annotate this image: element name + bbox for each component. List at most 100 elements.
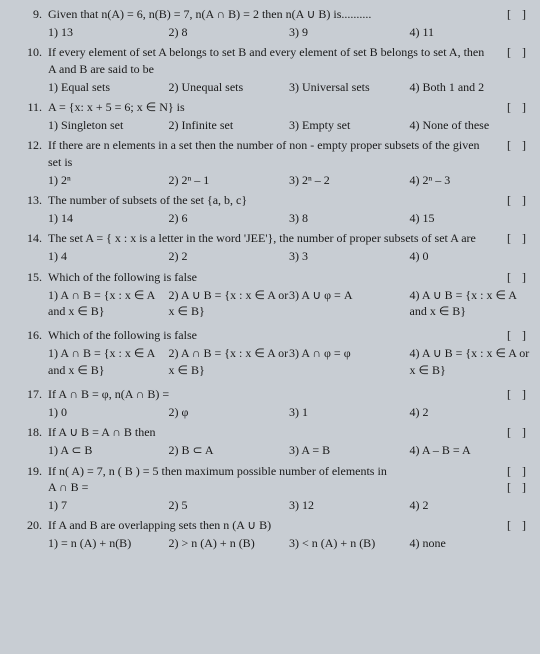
- options-row: 1) 2ⁿ2) 2ⁿ – 13) 2ⁿ – 24) 2ⁿ – 3: [48, 172, 530, 188]
- option: 3) 1: [289, 404, 410, 420]
- option: 3) 12: [289, 497, 410, 513]
- question-number: 19.: [22, 463, 48, 479]
- option: 1) = n (A) + n(B): [48, 535, 169, 551]
- options-grid: 1) A ∩ B = {x : x ∈ A and x ∈ B}2) A ∩ B…: [48, 345, 530, 381]
- answer-bracket: [ ]: [500, 424, 530, 440]
- options-grid: 1) A ∩ B = {x : x ∈ A and x ∈ B}2) A ∪ B…: [48, 287, 530, 323]
- option: 3) A ∩ φ = φ: [289, 345, 410, 377]
- question-text: A = {x: x + 5 = 6; x ∈ N} is: [48, 99, 500, 115]
- question-number: 17.: [22, 386, 48, 402]
- question: 15.Which of the following is false[ ] 1) …: [22, 269, 530, 324]
- options-row: 1) Singleton set2) Infinite set3) Empty …: [48, 117, 530, 133]
- question-number: 16.: [22, 327, 48, 343]
- question-number: 15.: [22, 269, 48, 285]
- option: 1) A ∩ B = {x : x ∈ A and x ∈ B}: [48, 287, 169, 319]
- option: 4) 2: [410, 404, 531, 420]
- options-row: 1) 42) 23) 34) 0: [48, 248, 530, 264]
- question: 16.Which of the following is false[ ]1) …: [22, 327, 530, 382]
- answer-bracket: [ ]: [500, 479, 530, 495]
- answer-bracket: [ ]: [500, 6, 530, 22]
- question-number: 9.: [22, 6, 48, 22]
- answer-bracket: [ ]: [500, 327, 530, 343]
- option: 2) 6: [169, 210, 290, 226]
- question-text: If A and B are overlapping sets then n (…: [48, 517, 500, 533]
- option: 1) 2ⁿ: [48, 172, 169, 188]
- option: 4) 11: [410, 24, 531, 40]
- option: 4) 15: [410, 210, 531, 226]
- question-number: 14.: [22, 230, 48, 246]
- option: 2) Unequal sets: [169, 79, 290, 95]
- option: 4) None of these: [410, 117, 531, 133]
- option: 1) 14: [48, 210, 169, 226]
- options-row: 1) A ⊂ B2) B ⊂ A3) A = B4) A – B = A: [48, 442, 530, 458]
- answer-bracket: [ ]: [500, 269, 530, 285]
- option: 1) 13: [48, 24, 169, 40]
- option: 2) φ: [169, 404, 290, 420]
- question-text: The set A = { x : x is a letter in the w…: [48, 230, 500, 246]
- options-row: 1) 02) φ3) 14) 2: [48, 404, 530, 420]
- options-row: 1) 132) 83) 94) 11: [48, 24, 530, 40]
- question: 11.A = {x: x + 5 = 6; x ∈ N} is[ ] 1) Sin…: [22, 99, 530, 133]
- option: 3) Empty set: [289, 117, 410, 133]
- option: 3) < n (A) + n (B): [289, 535, 410, 551]
- option: 3) 3: [289, 248, 410, 264]
- option: 1) Equal sets: [48, 79, 169, 95]
- option: 3) Universal sets: [289, 79, 410, 95]
- option: 2) 8: [169, 24, 290, 40]
- option: 1) A ∩ B = {x : x ∈ A and x ∈ B}: [48, 345, 169, 377]
- question: 10.If every element of set A belongs to …: [22, 44, 530, 95]
- question-text: If every element of set A belongs to set…: [48, 44, 500, 76]
- option: 2) A ∩ B = {x : x ∈ A or x ∈ B}: [169, 345, 290, 377]
- option: 3) A = B: [289, 442, 410, 458]
- option: 2) 2ⁿ – 1: [169, 172, 290, 188]
- option: 2) 5: [169, 497, 290, 513]
- answer-bracket: [ ]: [500, 137, 530, 153]
- answer-bracket: [ ]: [500, 192, 530, 208]
- question: 17.If A ∩ B = φ, n(A ∩ B) =[ ] 1) 02) φ3)…: [22, 386, 530, 420]
- question-number: 13.: [22, 192, 48, 208]
- option: 4) A ∪ B = {x : x ∈ A or x ∈ B}: [410, 345, 531, 377]
- question-text: Given that n(A) = 6, n(B) = 7, n(A ∩ B) …: [48, 6, 500, 22]
- question: 9.Given that n(A) = 6, n(B) = 7, n(A ∩ B…: [22, 6, 530, 40]
- options-row: 1) 142) 63) 84) 15: [48, 210, 530, 226]
- option: 1) Singleton set: [48, 117, 169, 133]
- question-number: 20.: [22, 517, 48, 533]
- question-number: 18.: [22, 424, 48, 440]
- answer-bracket: [ ]: [500, 44, 530, 60]
- question-text-cont: A ∩ B =: [48, 479, 500, 495]
- question-text: If there are n elements in a set then th…: [48, 137, 500, 169]
- option: 4) 0: [410, 248, 531, 264]
- question: 18.If A ∪ B = A ∩ B then[ ] 1) A ⊂ B2) B …: [22, 424, 530, 458]
- question-text: If A ∩ B = φ, n(A ∩ B) =: [48, 386, 500, 402]
- question: 12.If there are n elements in a set then…: [22, 137, 530, 188]
- question: 13.The number of subsets of the set {a, …: [22, 192, 530, 226]
- question-text: Which of the following is false: [48, 269, 500, 285]
- option: 1) A ⊂ B: [48, 442, 169, 458]
- question: 14.The set A = { x : x is a letter in th…: [22, 230, 530, 264]
- option: 4) 2: [410, 497, 531, 513]
- option: 2) B ⊂ A: [169, 442, 290, 458]
- option: 3) 2ⁿ – 2: [289, 172, 410, 188]
- question-text: If n( A) = 7, n ( B ) = 5 then maximum p…: [48, 463, 500, 479]
- options-row: 1) Equal sets2) Unequal sets3) Universal…: [48, 79, 530, 95]
- question-text: The number of subsets of the set {a, b, …: [48, 192, 500, 208]
- option: 4) 2ⁿ – 3: [410, 172, 531, 188]
- option: 4) Both 1 and 2: [410, 79, 531, 95]
- option: 2) 2: [169, 248, 290, 264]
- answer-bracket: [ ]: [500, 386, 530, 402]
- option: 1) 7: [48, 497, 169, 513]
- question-number: 11.: [22, 99, 48, 115]
- option: 4) A – B = A: [410, 442, 531, 458]
- question-text: If A ∪ B = A ∩ B then: [48, 424, 500, 440]
- option: 2) Infinite set: [169, 117, 290, 133]
- option: 4) A ∪ B = {x : x ∈ A and x ∈ B}: [410, 287, 531, 319]
- answer-bracket: [ ]: [500, 463, 530, 479]
- question-number: 10.: [22, 44, 48, 60]
- option: 3) A ∪ φ = A: [289, 287, 410, 319]
- question: 20.If A and B are overlapping sets then …: [22, 517, 530, 551]
- answer-bracket: [ ]: [500, 99, 530, 115]
- options-row: 1) = n (A) + n(B)2) > n (A) + n (B)3) < …: [48, 535, 530, 551]
- option: 2) A ∪ B = {x : x ∈ A or x ∈ B}: [169, 287, 290, 319]
- option: 3) 9: [289, 24, 410, 40]
- option: 3) 8: [289, 210, 410, 226]
